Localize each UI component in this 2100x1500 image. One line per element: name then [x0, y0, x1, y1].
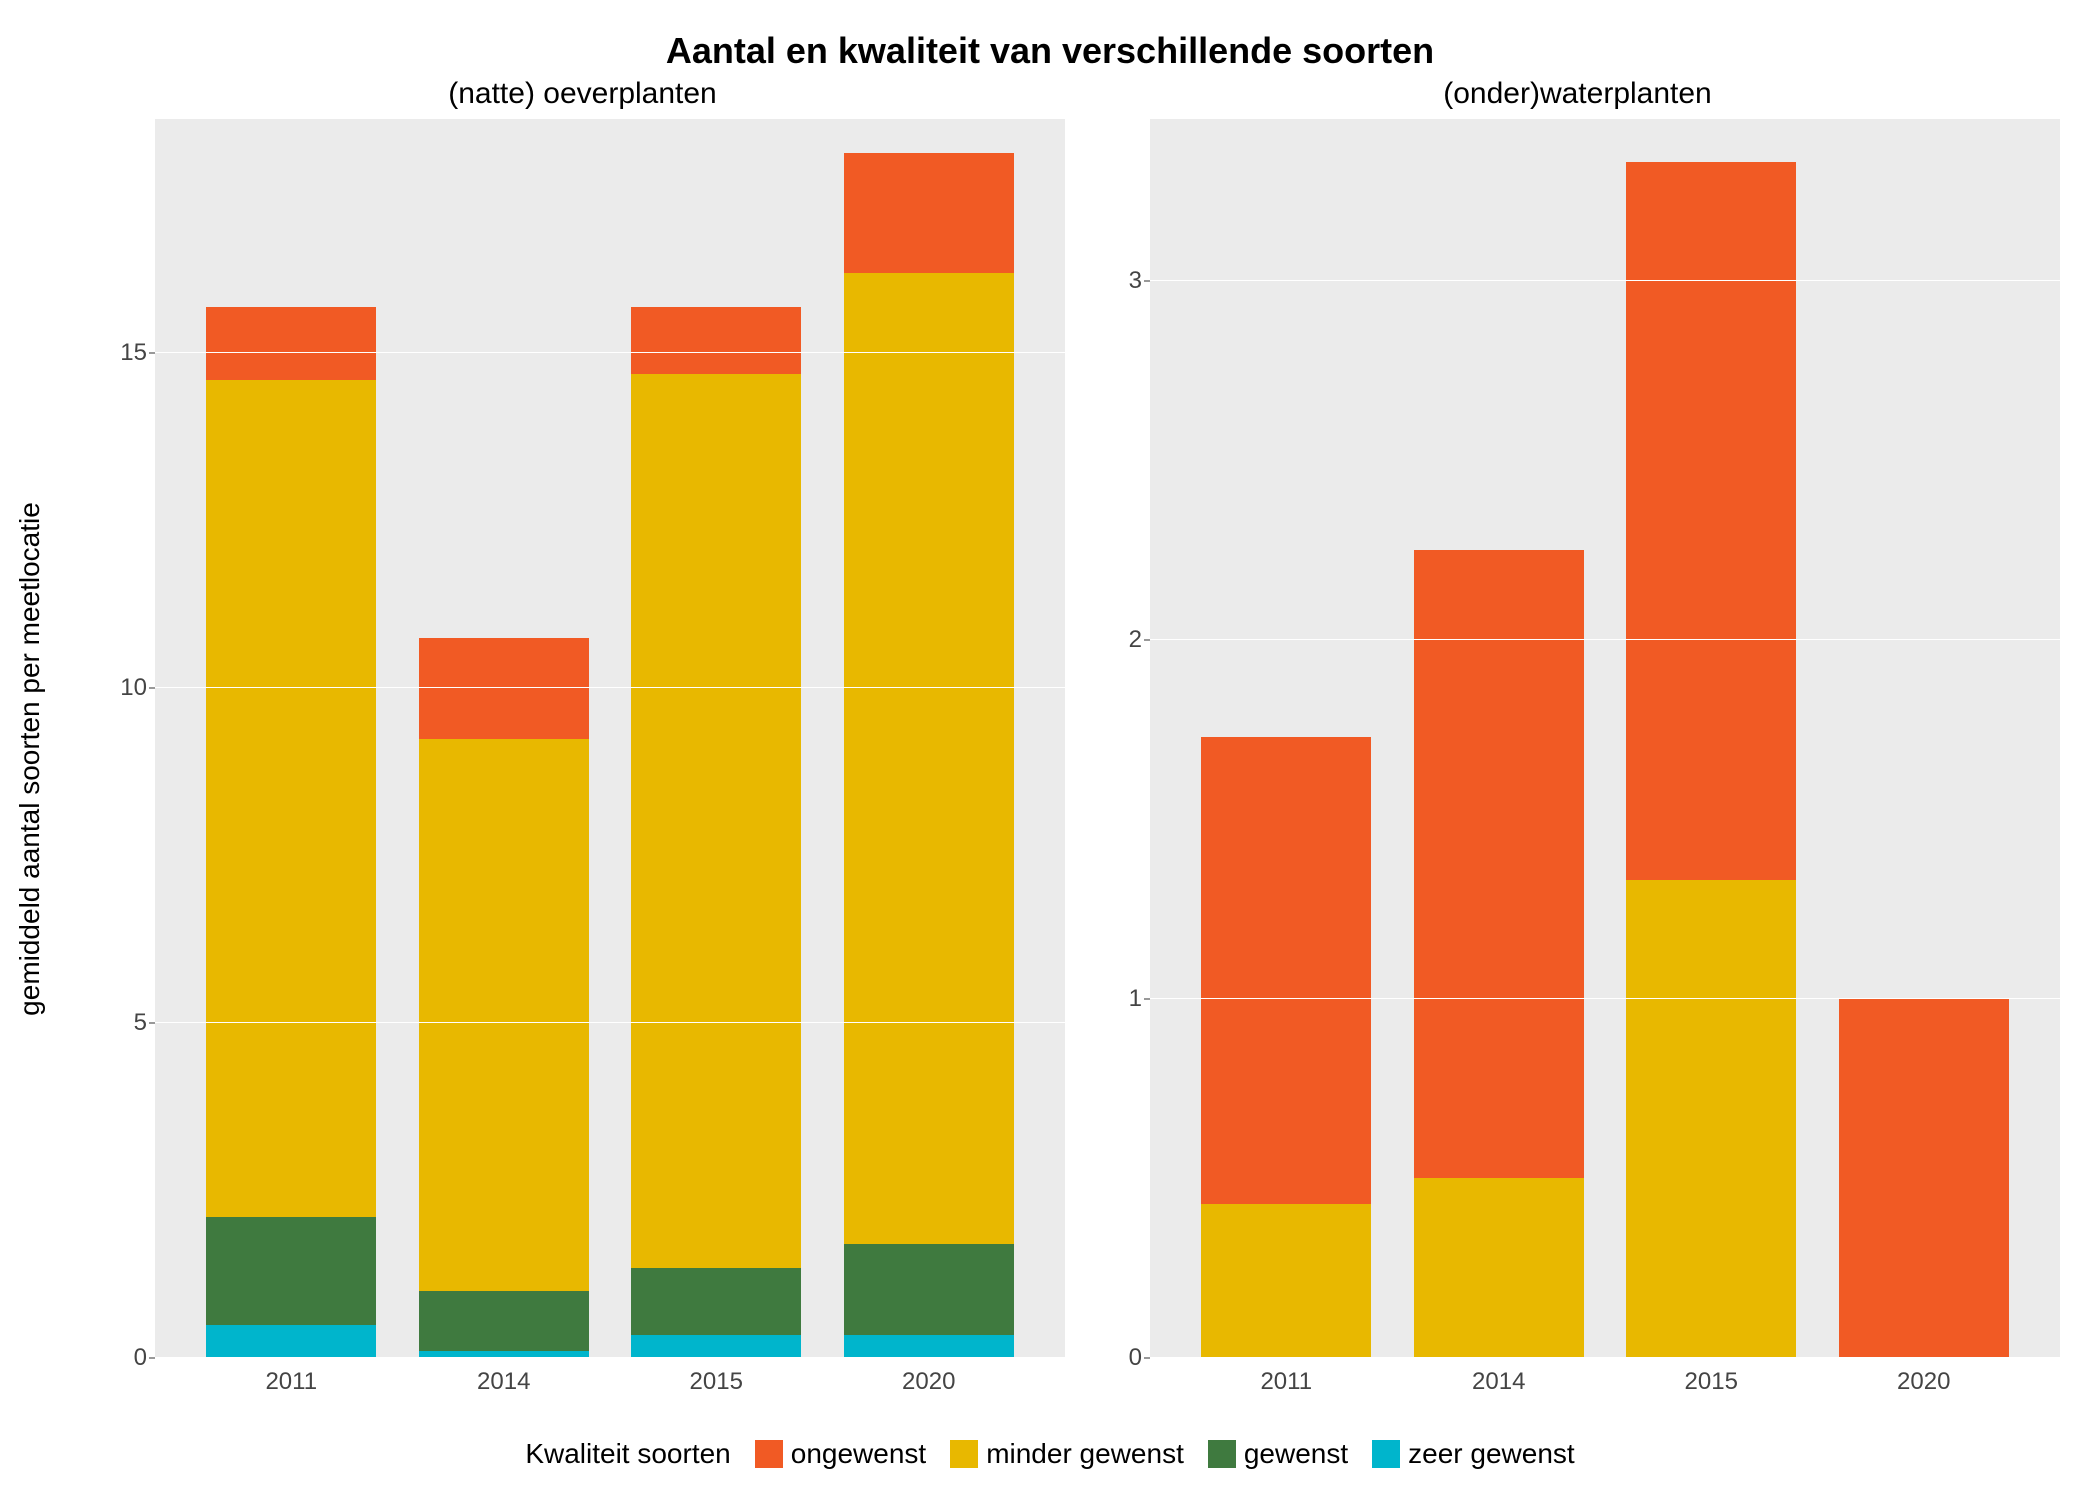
gridline [155, 687, 1065, 688]
x-ticks: 2011201420152020 [155, 1358, 1065, 1408]
bar-segment-minder-gewenst [844, 273, 1014, 1244]
bar-segment-ongewenst [844, 153, 1014, 274]
x-tick-label: 2014 [398, 1358, 611, 1408]
stacked-bar [1626, 119, 1796, 1358]
gridline [155, 1022, 1065, 1023]
bars-group [1150, 119, 2060, 1358]
stacked-bar [206, 119, 376, 1358]
bar-segment-minder-gewenst [1201, 1204, 1371, 1358]
stacked-bar [419, 119, 589, 1358]
bar-segment-gewenst [419, 1291, 589, 1351]
bar-segment-minder-gewenst [206, 380, 376, 1217]
stacked-bar [844, 119, 1014, 1358]
stacked-bar [1414, 119, 1584, 1358]
legend-item-zeer-gewenst: zeer gewenst [1372, 1438, 1575, 1470]
bar-segment-ongewenst [1201, 737, 1371, 1204]
legend-item-ongewenst: ongewenst [755, 1438, 926, 1470]
bar-segment-ongewenst [1626, 162, 1796, 880]
x-tick-label: 2020 [823, 1358, 1036, 1408]
x-tick-label: 2020 [1818, 1358, 2031, 1408]
x-tick-label: 2011 [1180, 1358, 1393, 1408]
bar-segment-gewenst [206, 1217, 376, 1324]
bar-segment-minder-gewenst [631, 374, 801, 1268]
y-tick-label: 3 [1129, 267, 1142, 295]
x-tick-label: 2015 [610, 1358, 823, 1408]
panel-oeverplanten: (natte) oeverplanten 0 5 10 15 201120142015… [100, 77, 1065, 1408]
legend-label: zeer gewenst [1408, 1438, 1575, 1470]
stacked-bar [1201, 119, 1371, 1358]
y-axis-label: gemiddeld aantal soorten per meetlocatie [14, 502, 46, 1016]
y-tick-label: 0 [134, 1344, 147, 1372]
bar-column [823, 119, 1036, 1358]
legend-label: ongewenst [791, 1438, 926, 1470]
legend-title: Kwaliteit soorten [525, 1438, 730, 1470]
main-title: Aantal en kwaliteit van verschillende so… [20, 30, 2080, 72]
legend-label: minder gewenst [986, 1438, 1184, 1470]
bar-segment-zeer-gewenst [631, 1335, 801, 1358]
bar-column [185, 119, 398, 1358]
legend-swatch [1372, 1440, 1400, 1468]
bar-segment-gewenst [631, 1268, 801, 1335]
bar-segment-ongewenst [1414, 550, 1584, 1178]
bar-segment-ongewenst [419, 638, 589, 738]
chart-container: Aantal en kwaliteit van verschillende so… [20, 20, 2080, 1480]
x-tick-label: 2011 [185, 1358, 398, 1408]
panels-row: gemiddeld aantal soorten per meetlocatie… [20, 77, 2080, 1408]
panel-title: (onder)waterplanten [1095, 77, 2060, 111]
plot-area [1150, 119, 2060, 1358]
y-tick-label: 1 [1129, 985, 1142, 1013]
gridline [155, 352, 1065, 353]
bar-segment-minder-gewenst [1414, 1178, 1584, 1358]
legend-swatch [1208, 1440, 1236, 1468]
legend-label: gewenst [1244, 1438, 1348, 1470]
bar-segment-gewenst [844, 1244, 1014, 1334]
legend-swatch [755, 1440, 783, 1468]
bars-group [155, 119, 1065, 1358]
bar-column [1393, 119, 1606, 1358]
stacked-bar [1839, 119, 2009, 1358]
panel-title: (natte) oeverplanten [100, 77, 1065, 111]
bar-column [610, 119, 823, 1358]
x-axis: 2011201420152020 [100, 1358, 1065, 1408]
bar-column [1605, 119, 1818, 1358]
gridline [1150, 1357, 2060, 1358]
bar-column [1180, 119, 1393, 1358]
gridline [1150, 998, 2060, 999]
legend-item-minder-gewenst: minder gewenst [950, 1438, 1184, 1470]
bar-segment-ongewenst [1839, 999, 2009, 1358]
gridline [1150, 639, 2060, 640]
y-tick-label: 15 [120, 339, 147, 367]
plot-area [155, 119, 1065, 1358]
bar-segment-ongewenst [206, 307, 376, 381]
gridline [1150, 280, 2060, 281]
bar-segment-ongewenst [631, 307, 801, 374]
y-axis: 051015 [100, 119, 155, 1358]
stacked-bar [631, 119, 801, 1358]
x-ticks: 2011201420152020 [1150, 1358, 2060, 1408]
bar-column [1818, 119, 2031, 1358]
bar-segment-minder-gewenst [1626, 880, 1796, 1358]
legend-item-gewenst: gewenst [1208, 1438, 1348, 1470]
panel-waterplanten: (onder)waterplanten 0 1 2 3 201120142015202… [1095, 77, 2060, 1408]
legend: Kwaliteit soorten ongewenst minder gewen… [20, 1408, 2080, 1480]
gridline [155, 1357, 1065, 1358]
y-tick-label: 10 [120, 674, 147, 702]
bar-segment-zeer-gewenst [844, 1335, 1014, 1358]
plot-wrap: 0123 [1095, 119, 2060, 1358]
y-axis: 0123 [1095, 119, 1150, 1358]
y-tick-label: 2 [1129, 626, 1142, 654]
x-axis: 2011201420152020 [1095, 1358, 2060, 1408]
bar-segment-minder-gewenst [419, 739, 589, 1292]
plot-wrap: 051015 [100, 119, 1065, 1358]
y-tick-label: 0 [1129, 1344, 1142, 1372]
legend-swatch [950, 1440, 978, 1468]
bar-segment-zeer-gewenst [206, 1325, 376, 1358]
y-tick-label: 5 [134, 1009, 147, 1037]
bar-column [398, 119, 611, 1358]
x-tick-label: 2015 [1605, 1358, 1818, 1408]
x-tick-label: 2014 [1393, 1358, 1606, 1408]
